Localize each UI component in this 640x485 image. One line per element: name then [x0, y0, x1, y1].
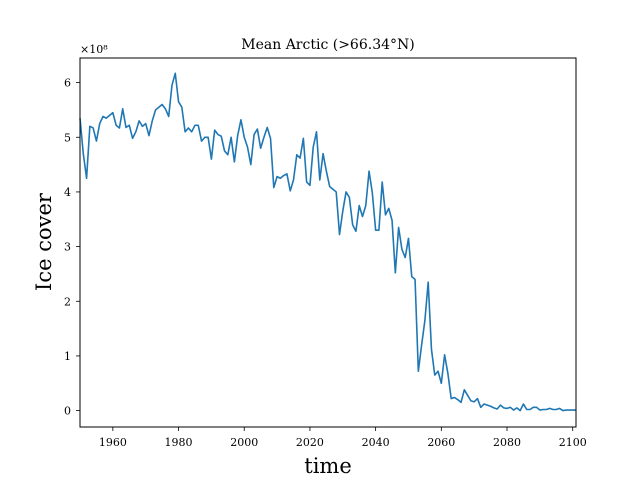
- x-tick-label: 2080: [493, 436, 521, 449]
- x-tick-label: 2000: [230, 436, 258, 449]
- y-tick-label: 4: [64, 186, 71, 199]
- y-axis-offset-label: ×10⁸: [80, 43, 108, 56]
- x-tick-label: 1960: [99, 436, 127, 449]
- plot-frame: [79, 57, 577, 428]
- y-tick-label: 6: [64, 77, 71, 90]
- plot-area: [79, 57, 577, 428]
- y-tick-label: 0: [64, 405, 71, 418]
- series-line: [79, 72, 576, 412]
- y-axis: 0 1 2 3 4 5 6: [64, 77, 80, 418]
- x-tick-label: 1980: [165, 436, 193, 449]
- chart-title: Mean Arctic (>66.34°N): [241, 37, 414, 53]
- y-tick-label: 5: [64, 131, 71, 144]
- x-tick-label: 2040: [362, 436, 390, 449]
- y-tick-label: 2: [64, 295, 71, 308]
- y-axis-label: Ice cover: [32, 192, 56, 291]
- y-tick-label: 1: [64, 350, 71, 363]
- x-tick-label: 2060: [427, 436, 455, 449]
- x-axis: 1960 1980 2000 2020 2040 2060 2080 2100: [99, 427, 587, 449]
- x-tick-label: 2020: [296, 436, 324, 449]
- y-tick-label: 3: [64, 241, 71, 254]
- x-tick-label: 2100: [559, 436, 587, 449]
- x-axis-label: time: [304, 454, 352, 478]
